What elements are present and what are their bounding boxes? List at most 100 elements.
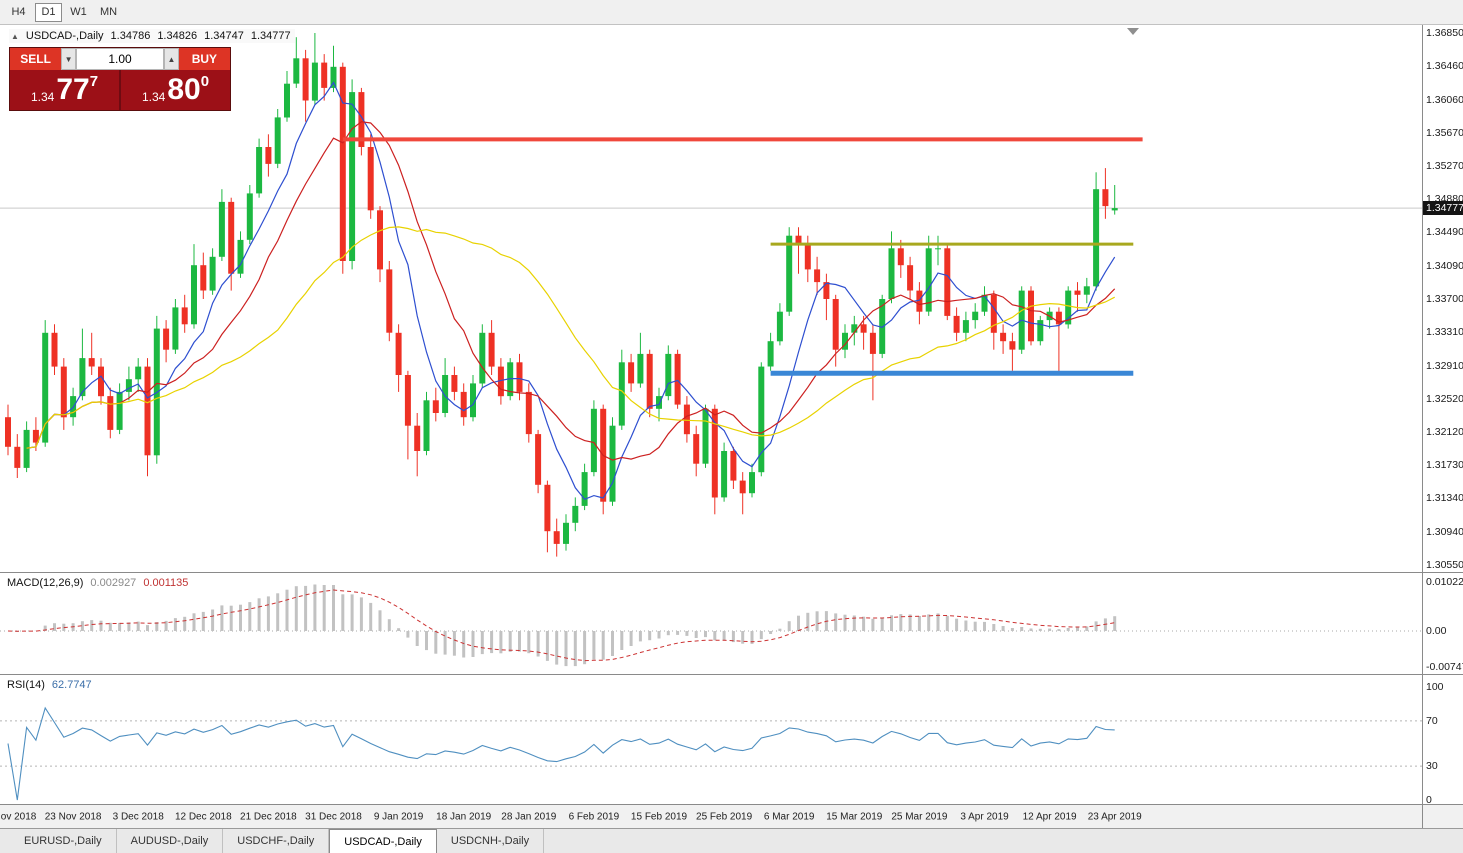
candle bbox=[860, 324, 867, 333]
candle bbox=[98, 366, 104, 397]
volume-increase-button[interactable]: ▲ bbox=[164, 48, 179, 70]
candle bbox=[42, 332, 49, 443]
price-chart-plot[interactable] bbox=[0, 25, 1422, 572]
candle bbox=[572, 505, 579, 523]
timeframe-d1-button[interactable]: D1 bbox=[35, 2, 62, 22]
candle bbox=[637, 353, 644, 384]
rsi-chart-plot[interactable] bbox=[0, 675, 1422, 804]
candle bbox=[897, 248, 904, 266]
price-tick-label: 1.35670 bbox=[1426, 126, 1463, 139]
candle bbox=[786, 235, 793, 312]
macd-axis[interactable]: 0.010229 0.00 -0.00747 bbox=[1422, 573, 1463, 674]
candle bbox=[832, 299, 839, 350]
candle bbox=[116, 391, 123, 430]
candle bbox=[330, 66, 337, 88]
symbol-tab-usdcad[interactable]: USDCAD-,Daily bbox=[329, 829, 437, 853]
date-tick-label: 23 Apr 2019 bbox=[1087, 811, 1142, 822]
rsi-title: RSI(14) bbox=[7, 679, 45, 691]
candle bbox=[981, 294, 988, 312]
candle bbox=[1074, 290, 1081, 295]
candle bbox=[944, 248, 951, 316]
candle bbox=[451, 375, 458, 392]
candle bbox=[293, 58, 300, 84]
buy-button[interactable]: BUY bbox=[178, 48, 230, 70]
candle bbox=[200, 265, 207, 291]
buy-price-sup: 0 bbox=[200, 73, 210, 90]
candle bbox=[14, 446, 21, 468]
candle bbox=[367, 147, 374, 211]
candle bbox=[563, 522, 569, 544]
candle bbox=[953, 315, 960, 333]
date-tick-label: 9 Jan 2019 bbox=[373, 811, 424, 822]
buy-price-display[interactable]: 1.34 80 0 bbox=[121, 70, 230, 110]
date-tick-label: 25 Feb 2019 bbox=[696, 811, 753, 822]
candle bbox=[581, 472, 588, 506]
symbol-tab-eurusd[interactable]: EURUSD-,Daily bbox=[10, 829, 117, 853]
candle bbox=[163, 328, 170, 350]
sell-button[interactable]: SELL bbox=[10, 48, 62, 70]
rsi-pane: RSI(14) 62.7747 100 70 30 0 bbox=[0, 674, 1463, 806]
volume-input[interactable] bbox=[76, 48, 164, 70]
timeframe-mn-button[interactable]: MN bbox=[95, 3, 122, 22]
candle bbox=[749, 472, 755, 494]
candle bbox=[553, 531, 560, 544]
symbol-tab-bar: EURUSD-,Daily AUDUSD-,Daily USDCHF-,Daily U… bbox=[0, 828, 1463, 853]
candle bbox=[395, 332, 402, 375]
date-axis-corner bbox=[1422, 805, 1463, 828]
candle bbox=[1083, 286, 1090, 295]
price-tick-label: 1.35270 bbox=[1426, 160, 1463, 173]
buy-price-big: 80 bbox=[167, 73, 201, 106]
candle bbox=[804, 244, 811, 270]
date-tick-label: 15 Feb 2019 bbox=[630, 811, 688, 822]
price-axis[interactable]: 1.36850 1.36460 1.36060 1.35670 1.35270 1.348… bbox=[1422, 25, 1463, 572]
candle bbox=[218, 201, 225, 257]
candle bbox=[665, 353, 672, 397]
candle bbox=[1028, 290, 1034, 342]
candle bbox=[51, 332, 58, 367]
candle bbox=[209, 256, 216, 291]
candle bbox=[590, 408, 597, 473]
symbol-tab-audusd[interactable]: AUDUSD-,Daily bbox=[117, 829, 224, 853]
candle bbox=[869, 332, 876, 354]
candle bbox=[693, 434, 700, 464]
candle bbox=[135, 366, 142, 380]
timeframe-h4-button[interactable]: H4 bbox=[5, 3, 32, 22]
date-axis[interactable]: 14 Nov 2018 23 Nov 2018 3 Dec 2018 12 Dec 2… bbox=[0, 804, 1463, 828]
candle bbox=[646, 353, 653, 409]
candle bbox=[814, 269, 821, 283]
symbol-tab-usdchf[interactable]: USDCHF-,Daily bbox=[223, 829, 330, 853]
sell-price-display[interactable]: 1.34 77 7 bbox=[10, 70, 119, 110]
chart-symbol-label: USDCAD-,Daily bbox=[25, 30, 104, 42]
mid-ma-line bbox=[26, 121, 1116, 461]
price-tick-label: 1.32910 bbox=[1426, 359, 1463, 372]
chart-ohlc-readout: ▲ USDCAD-,Daily 1.34786 1.34826 1.34747 … bbox=[9, 29, 295, 43]
price-divider bbox=[119, 70, 121, 110]
candle bbox=[172, 307, 179, 350]
candle bbox=[256, 147, 263, 194]
price-tick-label: 1.30940 bbox=[1426, 526, 1463, 539]
high-value: 1.34826 bbox=[157, 30, 198, 42]
candle bbox=[1065, 290, 1072, 325]
low-value: 1.34747 bbox=[204, 30, 244, 42]
macd-header: MACD(12,26,9) 0.002927 0.001135 bbox=[7, 577, 188, 589]
timeframe-toolbar: H4 D1 W1 MN bbox=[0, 0, 1463, 25]
one-click-toggle-icon[interactable]: ▲ bbox=[11, 31, 19, 41]
symbol-tab-usdcnh[interactable]: USDCNH-,Daily bbox=[437, 829, 545, 853]
candle bbox=[1000, 332, 1007, 342]
volume-decrease-button[interactable]: ▼ bbox=[61, 48, 76, 70]
macd-chart-plot[interactable] bbox=[0, 573, 1422, 674]
date-tick-label: 15 Mar 2019 bbox=[826, 811, 883, 822]
candle bbox=[414, 425, 421, 451]
candle bbox=[618, 362, 625, 426]
candle bbox=[144, 366, 151, 456]
price-tick-label: 1.33700 bbox=[1426, 293, 1463, 305]
sell-price-sup: 7 bbox=[89, 73, 99, 90]
candle bbox=[935, 248, 941, 250]
candle bbox=[1037, 320, 1044, 342]
timeframe-w1-button[interactable]: W1 bbox=[65, 3, 92, 22]
date-tick-label: 6 Feb 2019 bbox=[568, 811, 620, 822]
rsi-axis[interactable]: 100 70 30 0 bbox=[1422, 675, 1463, 806]
candle bbox=[776, 311, 783, 342]
macd-tick-label: -0.00747 bbox=[1426, 660, 1463, 673]
